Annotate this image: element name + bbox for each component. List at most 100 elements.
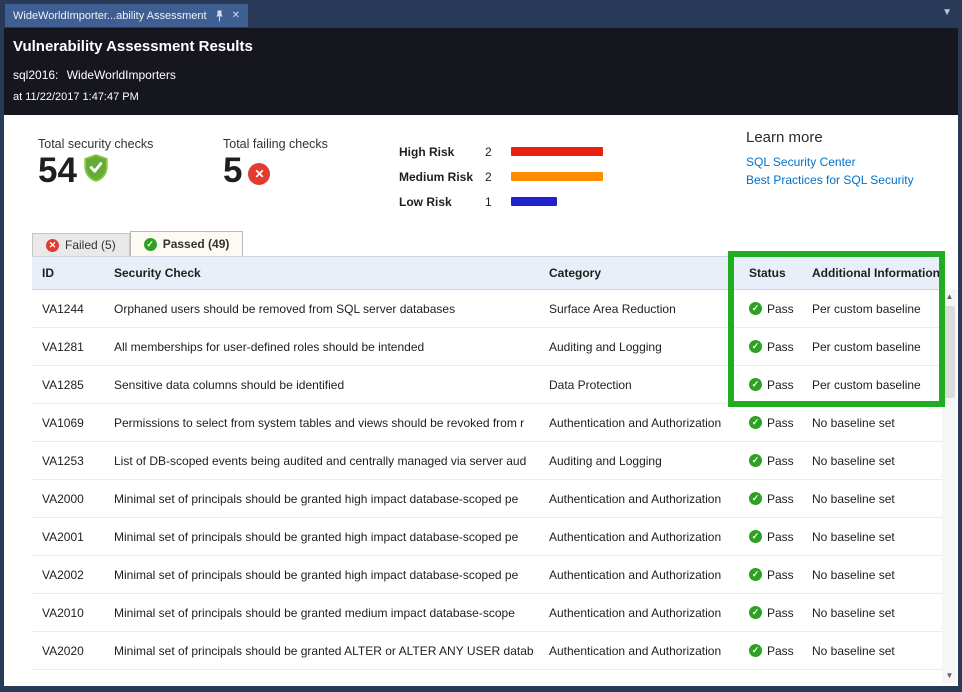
scroll-down-icon[interactable]: ▼ [942, 668, 957, 683]
table-row[interactable]: VA1285 Sensitive data columns should be … [32, 365, 942, 404]
table-row[interactable]: VA1069 Permissions to select from system… [32, 403, 942, 442]
learn-more-title: Learn more [746, 129, 823, 146]
risk-bar [511, 147, 603, 156]
status-text: Pass [767, 529, 794, 544]
pass-check-icon: ✓ [749, 454, 762, 467]
results-header: Vulnerability Assessment Results sql2016… [4, 28, 958, 115]
cell-additional-info: No baseline set [802, 555, 942, 594]
risk-value: 2 [485, 144, 492, 159]
cell-category: Data Protection [539, 365, 739, 404]
cell-category: Authentication and Authorization [539, 517, 739, 556]
failed-tab-icon: ✕ [46, 238, 59, 252]
table-body: VA1244 Orphaned users should be removed … [32, 289, 942, 670]
cell-security-check: Orphaned users should be removed from SQ… [104, 289, 539, 328]
cell-status: ✓ Pass [739, 403, 802, 442]
status-text: Pass [767, 605, 794, 620]
document-tab-title: WideWorldImporter...ability Assessment [13, 9, 207, 22]
cell-id: VA1253 [32, 441, 104, 480]
cell-status: ✓ Pass [739, 631, 802, 670]
status-text: Pass [767, 339, 794, 354]
risk-legend: High Risk 2 Medium Risk 2 Low Risk 1 [399, 139, 603, 214]
table-row[interactable]: VA2001 Minimal set of principals should … [32, 517, 942, 556]
risk-row-medium: Medium Risk 2 [399, 164, 603, 189]
cell-status: ✓ Pass [739, 441, 802, 480]
table-row[interactable]: VA1244 Orphaned users should be removed … [32, 289, 942, 328]
table-row[interactable]: VA1281 All memberships for user-defined … [32, 327, 942, 366]
cell-security-check: List of DB-scoped events being audited a… [104, 441, 539, 480]
column-header-security-check[interactable]: Security Check [104, 256, 539, 290]
cell-id: VA2000 [32, 479, 104, 518]
pin-icon[interactable] [215, 10, 224, 22]
cell-security-check: Minimal set of principals should be gran… [104, 593, 539, 632]
cell-category: Authentication and Authorization [539, 593, 739, 632]
cell-status: ✓ Pass [739, 517, 802, 556]
status-text: Pass [767, 415, 794, 430]
tab-failed-label: Failed (5) [65, 238, 116, 252]
close-icon[interactable]: ✕ [231, 9, 240, 21]
result-tabs: ✕ Failed (5) ✓ Passed (49) [32, 231, 244, 256]
cell-additional-info: No baseline set [802, 631, 942, 670]
cell-additional-info: No baseline set [802, 403, 942, 442]
tab-failed[interactable]: ✕ Failed (5) [32, 233, 130, 256]
learn-more-section: Learn more SQL Security Center Best Prac… [746, 129, 914, 187]
risk-bar [511, 172, 603, 181]
cell-security-check: All memberships for user-defined roles s… [104, 327, 539, 366]
failing-checks-number: 5 [223, 151, 243, 190]
cell-category: Authentication and Authorization [539, 479, 739, 518]
link-best-practices[interactable]: Best Practices for SQL Security [746, 173, 914, 187]
table-row[interactable]: VA2010 Minimal set of principals should … [32, 593, 942, 632]
cell-id: VA2001 [32, 517, 104, 556]
column-header-id[interactable]: ID [32, 256, 104, 290]
column-header-additional-info[interactable]: Additional Information [802, 256, 942, 290]
cell-security-check: Minimal set of principals should be gran… [104, 479, 539, 518]
table-row[interactable]: VA2000 Minimal set of principals should … [32, 479, 942, 518]
cell-category: Auditing and Logging [539, 441, 739, 480]
column-header-status[interactable]: Status [739, 256, 802, 290]
pass-check-icon: ✓ [749, 378, 762, 391]
cell-id: VA1285 [32, 365, 104, 404]
risk-row-high: High Risk 2 [399, 139, 603, 164]
table-row[interactable]: VA2020 Minimal set of principals should … [32, 631, 942, 670]
cell-status: ✓ Pass [739, 289, 802, 328]
tab-passed-label: Passed (49) [162, 237, 230, 251]
results-body: Total security checks 54 Total failing c… [4, 115, 958, 686]
cell-additional-info: No baseline set [802, 517, 942, 556]
tab-passed[interactable]: ✓ Passed (49) [129, 231, 244, 256]
cell-security-check: Sensitive data columns should be identif… [104, 365, 539, 404]
cell-status: ✓ Pass [739, 365, 802, 404]
status-text: Pass [767, 301, 794, 316]
cell-category: Surface Area Reduction [539, 289, 739, 328]
server-name: sql2016: [13, 68, 59, 82]
server-line: sql2016: WideWorldImporters [13, 68, 949, 82]
pass-check-icon: ✓ [749, 606, 762, 619]
cell-status: ✓ Pass [739, 327, 802, 366]
title-bar: WideWorldImporter...ability Assessment ✕… [0, 0, 962, 28]
link-sql-security-center[interactable]: SQL Security Center [746, 155, 856, 169]
status-text: Pass [767, 491, 794, 506]
table-row[interactable]: VA1253 List of DB-scoped events being au… [32, 441, 942, 480]
chevron-down-icon[interactable]: ▼ [942, 7, 952, 18]
cell-id: VA2002 [32, 555, 104, 594]
cell-status: ✓ Pass [739, 555, 802, 594]
failing-checks-value: 5 ✕ [223, 151, 271, 190]
table-header-row: ID Security Check Category Status Additi… [32, 256, 942, 290]
column-header-category[interactable]: Category [539, 256, 739, 290]
risk-label: Low Risk [399, 194, 452, 209]
document-tab[interactable]: WideWorldImporter...ability Assessment ✕ [5, 4, 248, 27]
cell-additional-info: Per custom baseline [802, 365, 942, 404]
pass-check-icon: ✓ [749, 302, 762, 315]
cell-additional-info: Per custom baseline [802, 289, 942, 328]
table-row[interactable]: VA2002 Minimal set of principals should … [32, 555, 942, 594]
database-name: WideWorldImporters [66, 68, 176, 82]
cell-security-check: Permissions to select from system tables… [104, 403, 539, 442]
scroll-up-icon[interactable]: ▲ [942, 289, 957, 304]
cell-id: VA2020 [32, 631, 104, 670]
scrollbar-thumb[interactable] [944, 306, 955, 398]
cell-security-check: Minimal set of principals should be gran… [104, 555, 539, 594]
cell-id: VA1281 [32, 327, 104, 366]
results-table: ID Security Check Category Status Additi… [32, 256, 942, 670]
shield-check-icon [83, 154, 109, 187]
vertical-scrollbar[interactable]: ▲ ▼ [942, 289, 957, 683]
cell-id: VA2010 [32, 593, 104, 632]
